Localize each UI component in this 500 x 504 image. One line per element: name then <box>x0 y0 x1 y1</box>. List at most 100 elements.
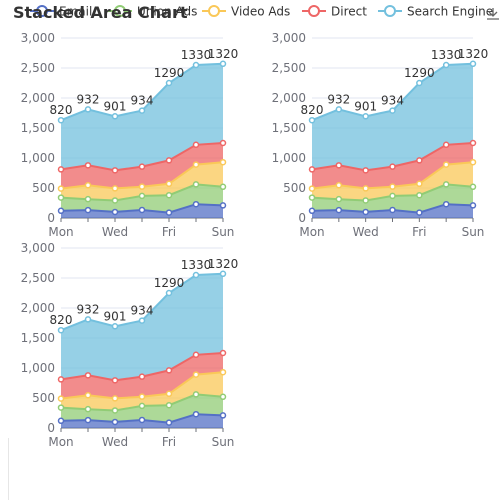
x-tick-label: Mon <box>48 435 73 449</box>
point-union-ads <box>57 404 65 411</box>
point-video-ads <box>84 181 92 189</box>
data-label: 820 <box>50 313 73 327</box>
point-email <box>138 206 146 214</box>
y-tick-label: 3,000 <box>272 31 306 45</box>
point-search-engine <box>362 113 369 120</box>
point-union-ads <box>308 194 316 201</box>
point-email <box>442 200 450 208</box>
point-video-ads <box>362 185 369 192</box>
data-label: 901 <box>104 99 127 113</box>
point-search-engine <box>192 271 200 279</box>
legend-swatch-marker <box>208 5 220 17</box>
legend-item-search-engine[interactable]: Search Engine <box>378 5 493 19</box>
x-tick-label: Wed <box>353 225 379 239</box>
point-search-engine <box>138 317 146 324</box>
point-search-engine <box>111 323 119 330</box>
point-email <box>165 419 173 426</box>
point-email <box>57 207 65 215</box>
point-direct <box>219 139 227 147</box>
point-direct <box>111 377 119 384</box>
point-email <box>111 418 119 426</box>
point-video-ads <box>165 390 173 398</box>
data-label: 1320 <box>458 47 489 61</box>
y-tick-label: 3,000 <box>21 31 55 45</box>
point-video-ads <box>57 395 65 402</box>
point-union-ads <box>389 192 396 200</box>
point-direct <box>138 163 146 170</box>
legend-label: Video Ads <box>231 5 290 19</box>
point-video-ads <box>219 368 227 376</box>
data-label: 932 <box>77 92 100 106</box>
point-email <box>111 208 119 216</box>
point-union-ads <box>111 407 119 414</box>
legend-label: Email <box>59 5 92 19</box>
point-union-ads <box>416 191 423 199</box>
point-search-engine <box>469 60 477 68</box>
point-direct <box>362 167 369 174</box>
y-tick-label: 1,500 <box>21 121 55 135</box>
point-email <box>469 202 477 209</box>
download-icon[interactable] <box>487 8 499 20</box>
point-search-engine <box>165 79 173 87</box>
point-search-engine <box>416 79 423 87</box>
point-video-ads <box>57 185 65 192</box>
point-video-ads <box>138 183 146 190</box>
data-label: 932 <box>327 92 350 106</box>
x-tick-label: Mon <box>48 225 73 239</box>
data-label: 934 <box>381 94 404 108</box>
point-direct <box>192 141 200 149</box>
download-icon-glyph <box>487 8 499 20</box>
y-tick-label: 1,000 <box>21 151 55 165</box>
legend-item-email[interactable]: Email <box>30 5 92 19</box>
point-search-engine <box>57 326 65 334</box>
legend-item-union-ads[interactable]: Union Ads <box>108 5 197 19</box>
legend-label: Union Ads <box>137 5 197 19</box>
point-email <box>138 416 146 424</box>
data-label: 934 <box>131 304 154 318</box>
point-union-ads <box>469 183 477 191</box>
point-email <box>192 200 200 208</box>
panel-divider <box>8 438 9 500</box>
area-search-engine <box>312 63 473 171</box>
data-label: 934 <box>131 94 154 108</box>
data-label: 1330 <box>181 48 212 62</box>
point-video-ads <box>84 391 92 399</box>
data-label: 1330 <box>181 258 212 272</box>
point-direct <box>469 139 477 147</box>
x-tick-label: Fri <box>412 225 426 239</box>
point-union-ads <box>362 197 369 204</box>
point-search-engine <box>84 316 92 323</box>
point-email <box>57 417 65 425</box>
point-direct <box>84 162 92 169</box>
legend-item-video-ads[interactable]: Video Ads <box>202 5 290 19</box>
point-email <box>84 206 92 214</box>
point-union-ads <box>192 391 200 398</box>
point-union-ads <box>219 393 227 401</box>
point-video-ads <box>111 395 119 402</box>
x-tick-label: Fri <box>162 225 176 239</box>
point-email <box>416 209 423 216</box>
point-union-ads <box>138 402 146 410</box>
point-email <box>219 412 227 419</box>
chart-panel-1: 0 500 1,000 1,500 2,000 2,500 3,000 Mon Wed Fri Su… <box>21 31 239 239</box>
data-label: 1320 <box>208 47 239 61</box>
y-tick-label: 500 <box>32 181 55 195</box>
point-email <box>362 208 369 216</box>
x-tick-label: Mon <box>299 225 324 239</box>
legend-item-direct[interactable]: Direct <box>302 5 367 19</box>
chart-panel-3: 0 500 1,000 1,500 2,000 2,500 3,000 Mon Wed Fri Su… <box>21 241 239 449</box>
point-direct <box>165 367 173 374</box>
x-tick-label: Wed <box>102 435 128 449</box>
point-search-engine <box>84 106 92 113</box>
point-union-ads <box>57 194 65 201</box>
point-email <box>219 202 227 209</box>
point-direct <box>138 373 146 380</box>
legend-swatch-marker <box>114 5 126 17</box>
data-label: 820 <box>50 103 73 117</box>
point-direct <box>442 141 450 149</box>
y-tick-label: 500 <box>283 181 306 195</box>
point-search-engine <box>335 106 343 113</box>
data-label: 820 <box>301 103 324 117</box>
point-video-ads <box>192 161 200 168</box>
y-tick-label: 1,500 <box>21 331 55 345</box>
